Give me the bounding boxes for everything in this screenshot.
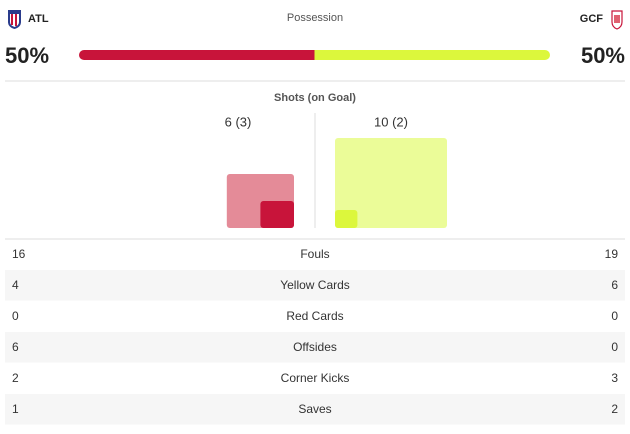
away-possession: 50%: [581, 43, 625, 68]
away-value: 2: [611, 402, 618, 416]
away-value: 19: [605, 247, 619, 261]
away-value: 3: [611, 371, 618, 385]
stat-name: Fouls: [300, 247, 329, 261]
away-team: GCF: [580, 13, 604, 25]
home-value: 16: [12, 247, 26, 261]
possession-bar-home: [308, 50, 315, 60]
row-background: [5, 332, 625, 363]
stat-name: Offsides: [293, 340, 337, 354]
away-shots-box: [335, 138, 447, 228]
home-team: ATL: [28, 13, 49, 25]
home-value: 1: [12, 402, 19, 416]
home-shots: 6 (3): [225, 114, 252, 129]
shots-title: Shots (on Goal): [274, 92, 356, 104]
away-shots: 10 (2): [374, 114, 408, 129]
home-value: 0: [12, 309, 19, 323]
stat-name: Yellow Cards: [280, 278, 350, 292]
home-on-goal-box: [260, 201, 294, 228]
home-value: 6: [12, 340, 19, 354]
home-possession: 50%: [5, 43, 49, 68]
away-value: 6: [611, 278, 618, 292]
possession-bar-away: [309, 50, 550, 60]
away-value: 0: [611, 309, 618, 323]
stat-name: Saves: [298, 402, 331, 416]
row-background: [5, 270, 625, 301]
marks: [79, 50, 550, 228]
away-value: 0: [611, 340, 618, 354]
stat-name: Corner Kicks: [281, 371, 350, 385]
away-on-goal-box: [335, 210, 358, 228]
stat-name: Red Cards: [286, 309, 343, 323]
row-background: [5, 394, 625, 425]
home-value: 2: [12, 371, 19, 385]
away-logo: [611, 10, 623, 30]
possession-bar-home: [79, 50, 315, 60]
home-logo: [8, 10, 21, 29]
home-value: 4: [12, 278, 19, 292]
section-title: Possession: [287, 12, 343, 24]
stats-table: 16 Fouls 19 4 Yellow Cards 6 0 Red Cards 0 6 Offsi…: [5, 247, 625, 426]
